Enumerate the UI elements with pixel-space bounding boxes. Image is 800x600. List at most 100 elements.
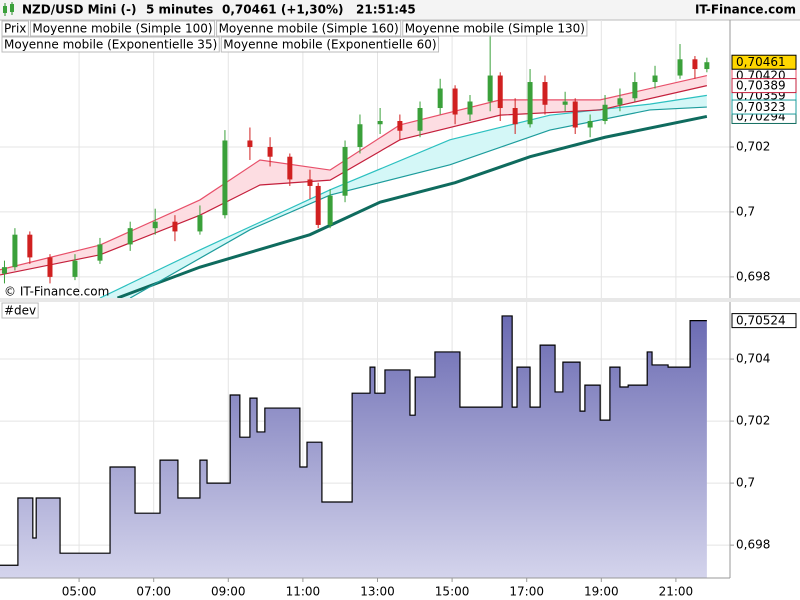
- candle-body: [542, 82, 548, 105]
- candle-body: [587, 121, 593, 128]
- interval: 5 minutes: [146, 3, 213, 17]
- candle-body: [72, 260, 78, 277]
- candle-body: [342, 146, 348, 196]
- ma-line: [129, 106, 707, 298]
- panel-separator: [0, 298, 800, 302]
- candle-body: [677, 59, 683, 76]
- candle-body: [1, 267, 7, 274]
- legend-box: [29, 20, 216, 37]
- candle-body: [307, 179, 313, 186]
- x-tick-label: 21:00: [659, 585, 694, 599]
- x-tick-label: 07:00: [136, 585, 171, 599]
- legend-entry: Moyenne mobile (Exponentielle 35): [1, 36, 220, 53]
- quote: 0,70461 (+1,30%): [222, 3, 344, 17]
- candle-body: [357, 124, 363, 147]
- y-tick-label: 0,7: [736, 476, 755, 490]
- clock: 21:51:45: [356, 3, 416, 17]
- candle-body: [97, 244, 103, 261]
- x-tick-label: 13:00: [360, 585, 395, 599]
- header-bar: [0, 0, 800, 20]
- x-tick-label: 11:00: [286, 585, 321, 599]
- watermark: © IT-Finance.com: [4, 285, 109, 299]
- ma-line: [0, 85, 708, 276]
- price-label-text: 0,70524: [736, 314, 786, 328]
- x-tick-label: 05:00: [62, 585, 97, 599]
- price-label-box: [731, 54, 797, 70]
- candle-body: [417, 108, 423, 131]
- candle-body: [527, 82, 533, 125]
- ma-line: [0, 74, 708, 271]
- candle-body: [602, 104, 608, 122]
- area: [0, 315, 707, 578]
- price-label: 0,70524: [731, 313, 797, 329]
- candle-body: [512, 108, 518, 125]
- legend-box: [402, 20, 588, 37]
- candle-body: [632, 82, 638, 99]
- candle-body: [127, 228, 133, 245]
- y-tick-label: 0,698: [736, 538, 770, 552]
- candle-body: [704, 62, 710, 70]
- legend-label: Moyenne mobile (Exponentielle 60): [223, 38, 436, 52]
- line: [0, 315, 707, 566]
- y-tick-label: 0,698: [736, 269, 770, 283]
- candle-body: [152, 221, 158, 229]
- y-tick-label: 0,702: [736, 414, 770, 428]
- price-label-text: 0,70461: [736, 55, 786, 69]
- candle-body: [172, 221, 178, 232]
- candle-body: [562, 101, 568, 105]
- candle-body: [12, 234, 18, 268]
- instrument-title: NZD/USD Mini (-): [22, 3, 136, 17]
- legend-entry: Moyenne mobile (Simple 130): [402, 20, 588, 37]
- legend-entry: Moyenne mobile (Simple 100): [29, 20, 216, 37]
- candle-body: [267, 146, 273, 157]
- panel-title-box: [1, 302, 39, 319]
- candle-body: [315, 185, 321, 225]
- candle-body: [197, 215, 203, 232]
- legend-label: Moyenne mobile (Simple 160): [219, 22, 399, 36]
- ma-line: [116, 114, 708, 298]
- candle-body: [692, 59, 698, 70]
- brand: IT-Finance.com: [695, 3, 796, 17]
- candle-body: [572, 101, 578, 128]
- candle-body: [452, 88, 458, 115]
- candle-body: [467, 101, 473, 115]
- legend-label: Prix: [4, 22, 26, 36]
- y-tick-label: 0,702: [736, 139, 770, 153]
- x-tick-label: 17:00: [509, 585, 544, 599]
- candle-body: [652, 75, 658, 83]
- legend-box: [220, 36, 440, 53]
- ma-band: [99, 95, 707, 298]
- price-label-text: 0,70389: [736, 79, 786, 93]
- candle-body: [397, 121, 403, 131]
- candle-body: [327, 195, 333, 225]
- price-label-box: [731, 78, 797, 94]
- candle-body: [27, 234, 33, 258]
- candle-body: [377, 121, 383, 125]
- price-label-box: [731, 313, 797, 329]
- candle-body: [497, 75, 503, 109]
- price-label-text: 0,70323: [736, 100, 786, 114]
- legend-label: Moyenne mobile (Exponentielle 35): [4, 38, 217, 52]
- legend-label: Moyenne mobile (Simple 130): [405, 22, 585, 36]
- candle-body: [487, 75, 493, 102]
- price-label: 0,70323: [731, 99, 797, 115]
- legend-entry: Moyenne mobile (Simple 160): [216, 20, 402, 37]
- legend-box: [1, 20, 29, 37]
- price-label-box: [731, 99, 797, 115]
- price-label: 0,70461: [731, 54, 797, 70]
- legend-label: Moyenne mobile (Simple 100): [32, 22, 212, 36]
- y-tick-label: 0,7: [736, 204, 755, 218]
- candle-body: [247, 140, 253, 147]
- x-tick-label: 19:00: [584, 585, 619, 599]
- ma-line: [99, 94, 707, 298]
- price-label: 0,70389: [731, 78, 797, 94]
- panel-title-text: #dev: [4, 304, 36, 318]
- legend-box: [1, 36, 220, 53]
- candle-body: [437, 88, 443, 109]
- panel-title: #dev: [1, 302, 39, 319]
- legend-entry: Moyenne mobile (Exponentielle 60): [220, 36, 440, 53]
- candle-body: [47, 257, 53, 277]
- x-tick-label: 09:00: [211, 585, 246, 599]
- candle-body: [287, 156, 293, 180]
